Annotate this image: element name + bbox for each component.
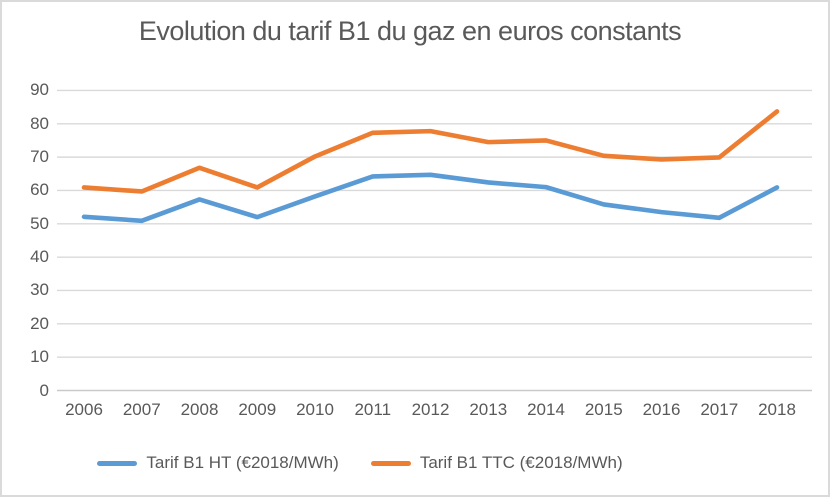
- x-tick-label: 2018: [758, 400, 796, 419]
- x-tick-label: 2014: [527, 400, 565, 419]
- x-tick-label: 2015: [584, 400, 623, 419]
- legend-line-swatch-ht: [97, 460, 138, 466]
- x-tick-label: 2012: [411, 400, 450, 419]
- legend-label-ht: Tarif B1 HT (€2018/MWh): [146, 453, 339, 472]
- y-tick-label: 10: [30, 347, 49, 367]
- x-tick-label: 2010: [296, 400, 334, 419]
- y-tick-label: 0: [39, 380, 49, 400]
- x-tick-label: 2016: [642, 400, 681, 419]
- x-tick-label: 2013: [469, 400, 508, 419]
- x-tick-label: 2009: [238, 400, 277, 419]
- legend-inner: Tarif B1 HT (€2018/MWh) Tarif B1 TTC (€2…: [97, 453, 623, 473]
- x-tick-label: 2007: [122, 400, 161, 419]
- y-tick-label: 30: [30, 280, 49, 300]
- legend: Tarif B1 HT (€2018/MWh) Tarif B1 TTC (€2…: [2, 453, 828, 473]
- y-tick-label: 80: [30, 113, 49, 133]
- y-tick-label: 60: [30, 180, 49, 200]
- legend-label-ttc: Tarif B1 TTC (€2018/MWh): [419, 453, 623, 472]
- x-tick-label: 2011: [354, 400, 392, 419]
- x-tick-label: 2008: [180, 400, 219, 419]
- x-tick-label: 2017: [700, 400, 739, 419]
- x-tick-label: 2006: [65, 400, 103, 419]
- legend-line-swatch-ttc: [370, 460, 411, 466]
- y-tick-label: 70: [30, 147, 49, 167]
- y-tick-label: 20: [30, 313, 49, 333]
- y-tick-label: 90: [30, 80, 49, 100]
- legend-item-tarif-b1-ht[interactable]: Tarif B1 HT (€2018/MWh): [97, 453, 339, 473]
- legend-item-tarif-b1-ttc[interactable]: Tarif B1 TTC (€2018/MWh): [370, 453, 623, 473]
- y-tick-label: 50: [30, 213, 49, 233]
- series-line-ttc[interactable]: [81, 109, 780, 194]
- chart-title[interactable]: Evolution du tarif B1 du gaz en euros co…: [138, 16, 682, 46]
- y-tick-label: 40: [30, 247, 49, 267]
- series-line-ht[interactable]: [81, 172, 780, 224]
